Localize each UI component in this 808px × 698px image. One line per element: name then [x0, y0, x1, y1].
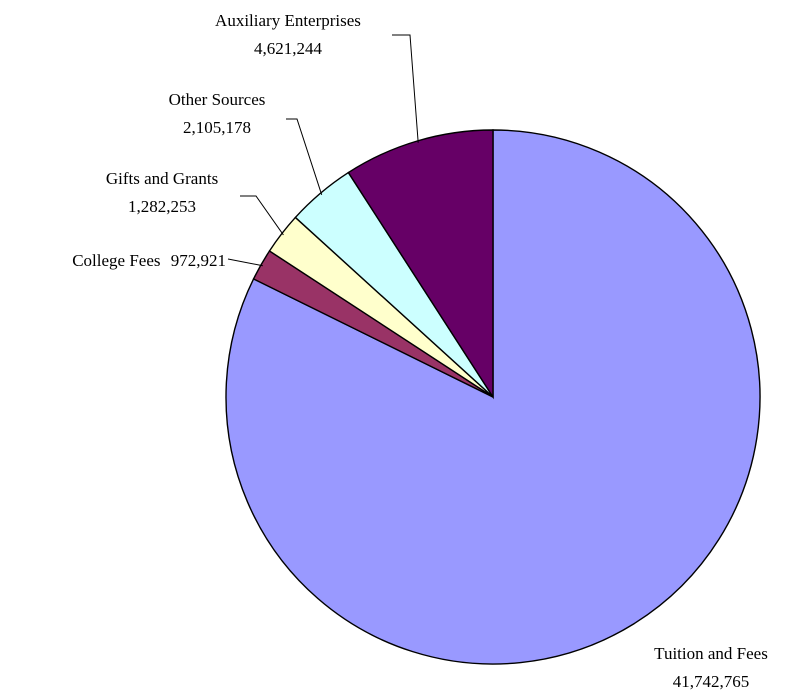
label-gifts-and-grants: Gifts and Grants 1,282,253 [106, 169, 218, 216]
label-tuition-and-fees-value: 41,742,765 [673, 672, 750, 691]
label-tuition-and-fees-name: Tuition and Fees [654, 644, 768, 663]
label-gifts-and-grants-value: 1,282,253 [128, 197, 196, 216]
label-college-fees-text: College Fees 972,921 [72, 251, 226, 270]
leader-gifts-and-grants [240, 195, 284, 236]
label-other-sources-value: 2,105,178 [183, 118, 251, 137]
label-college-fees-value: 972,921 [171, 251, 226, 270]
label-tuition-and-fees: Tuition and Fees 41,742,765 [654, 644, 768, 691]
leader-auxiliary-enterprises [392, 34, 419, 143]
leader-lines [227, 34, 419, 267]
label-college-fees: College Fees 972,921 [72, 251, 226, 270]
leader-other-sources [286, 118, 323, 195]
label-other-sources-name: Other Sources [169, 90, 266, 109]
label-auxiliary-enterprises-value: 4,621,244 [254, 39, 323, 58]
label-auxiliary-enterprises-name: Auxiliary Enterprises [215, 11, 361, 30]
label-auxiliary-enterprises: Auxiliary Enterprises 4,621,244 [215, 11, 361, 58]
pie-slices [225, 129, 761, 665]
label-college-fees-name: College Fees [72, 251, 160, 270]
label-other-sources: Other Sources 2,105,178 [169, 90, 266, 137]
leader-college-fees [227, 258, 263, 267]
label-gifts-and-grants-name: Gifts and Grants [106, 169, 218, 188]
